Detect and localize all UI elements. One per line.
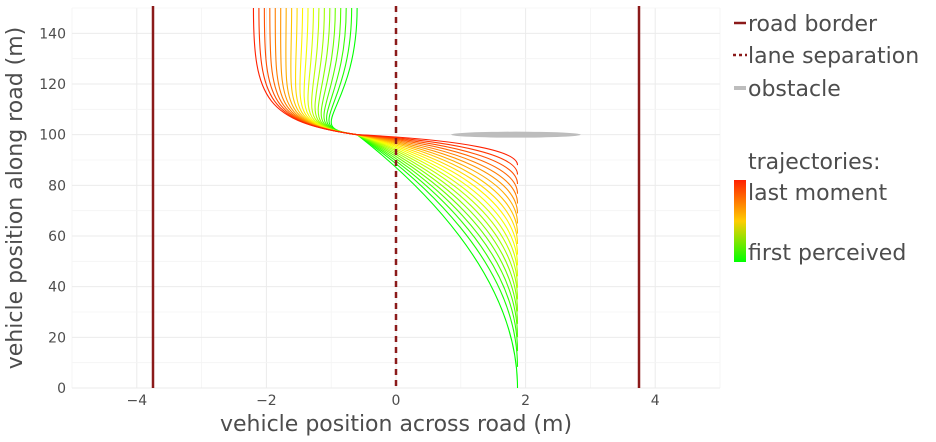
x-tick-label: 0	[392, 393, 401, 409]
colorbar-title: trajectories:	[748, 150, 881, 175]
y-tick-label: 60	[48, 229, 66, 245]
y-tick-label: 0	[57, 381, 66, 397]
x-tick-label: 4	[651, 393, 660, 409]
trajectories	[252, 7, 519, 389]
trajectory-line	[252, 7, 519, 166]
x-tick-label: −2	[256, 393, 277, 409]
legend-lane-separation-label: lane separation	[748, 44, 919, 69]
y-tick-label: 40	[48, 280, 66, 296]
trajectory-line	[299, 7, 519, 255]
legend-obstacle-label: obstacle	[748, 77, 841, 102]
legend-road-border-label: road border	[748, 12, 878, 37]
y-tick-label: 100	[39, 128, 66, 144]
x-axis-title: vehicle position across road (m)	[220, 412, 572, 437]
y-tick-label: 140	[39, 26, 66, 42]
trajectory-line	[280, 7, 519, 214]
road-lines	[151, 6, 641, 388]
y-axis-title: vehicle position along road (m)	[3, 27, 28, 370]
colorbar-bottom-label: first perceived	[748, 241, 906, 266]
legend: road border lane separation obstacle tra…	[733, 12, 919, 266]
y-tick-label: 120	[39, 77, 66, 93]
y-tick-label: 20	[48, 330, 66, 346]
y-tick-label: 80	[48, 178, 66, 194]
obstacle	[451, 131, 581, 138]
colorbar	[734, 180, 746, 262]
x-tick-label: 2	[521, 393, 530, 409]
x-tick-label: −4	[126, 393, 147, 409]
trajectory-line	[330, 7, 519, 389]
colorbar-top-label: last moment	[748, 181, 887, 206]
trajectory-line	[285, 7, 519, 224]
trajectory-line	[328, 7, 519, 367]
